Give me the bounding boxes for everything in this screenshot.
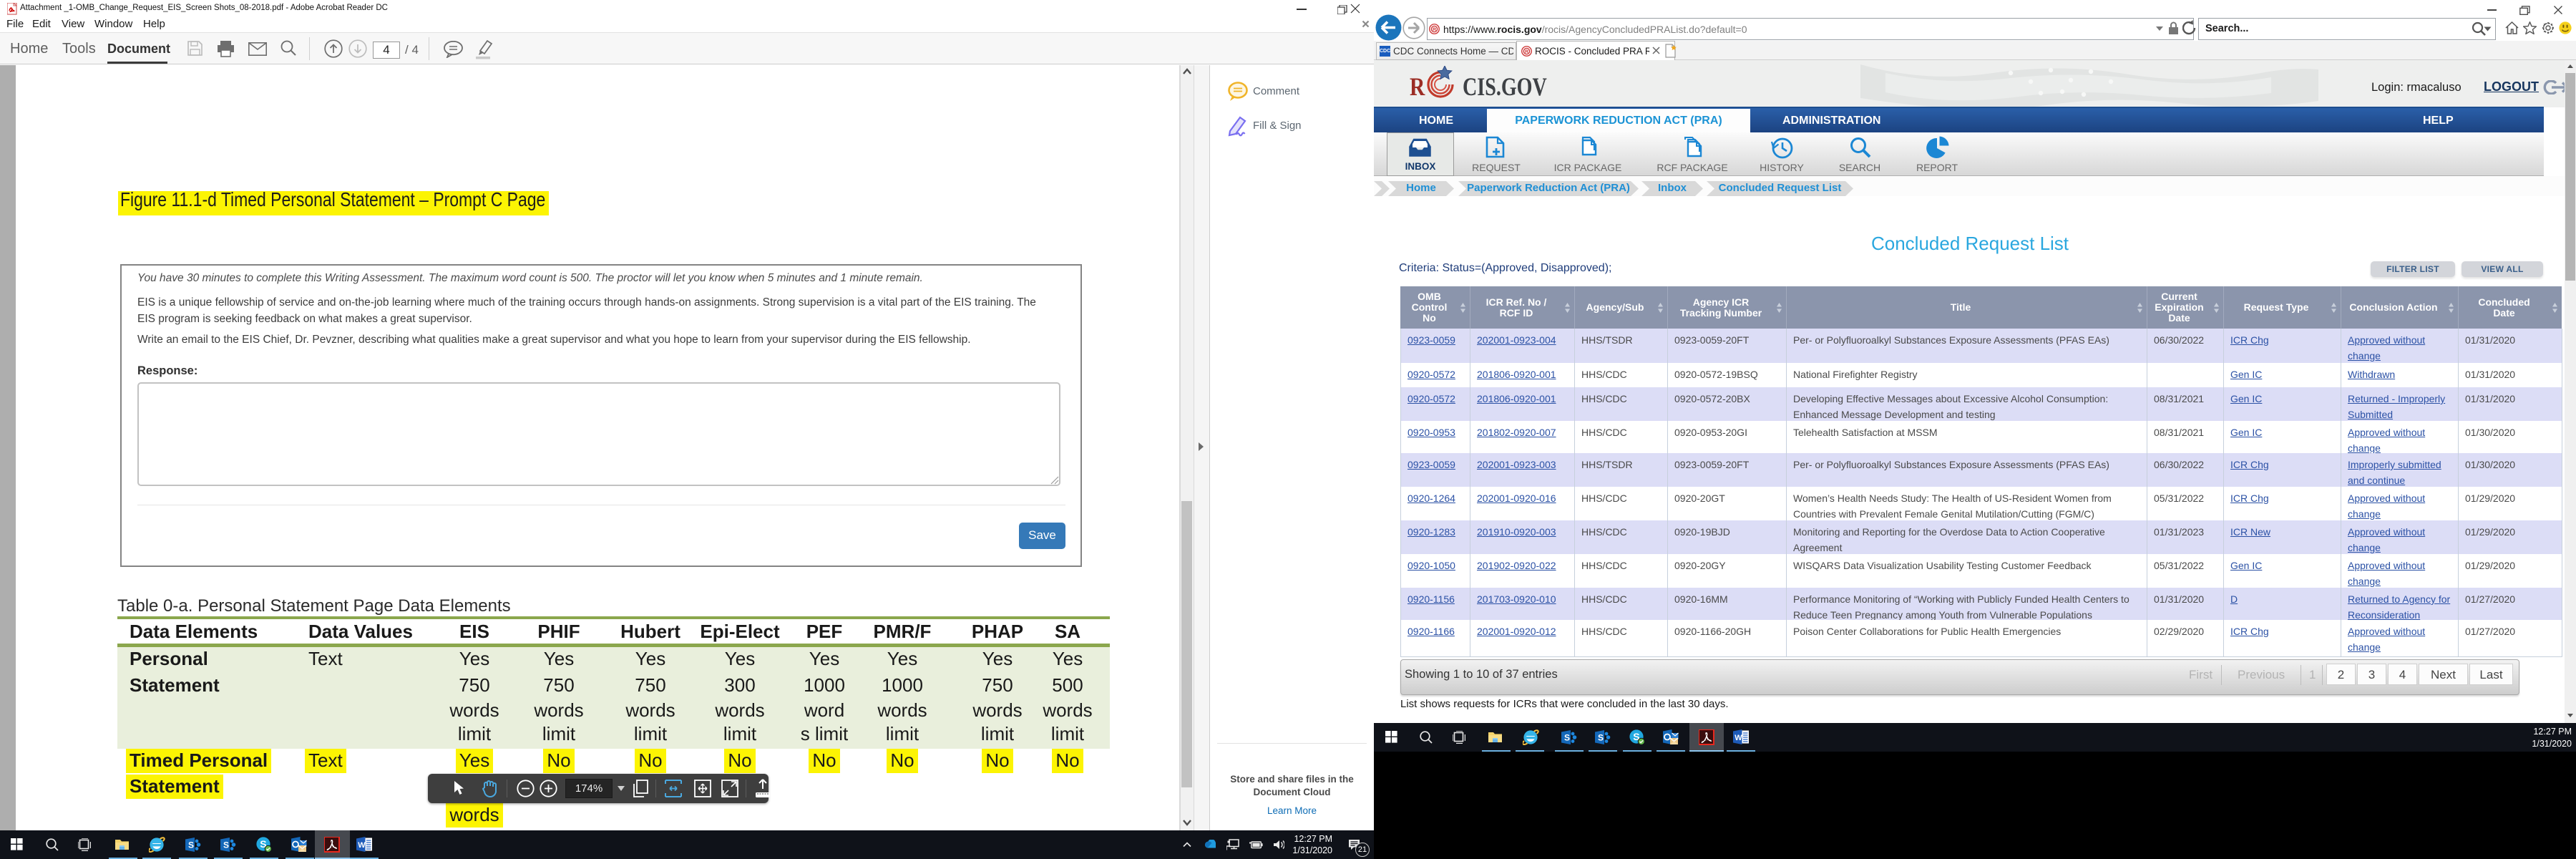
svg-text:R: R: [1433, 27, 1436, 32]
svg-text:R: R: [1525, 49, 1528, 54]
